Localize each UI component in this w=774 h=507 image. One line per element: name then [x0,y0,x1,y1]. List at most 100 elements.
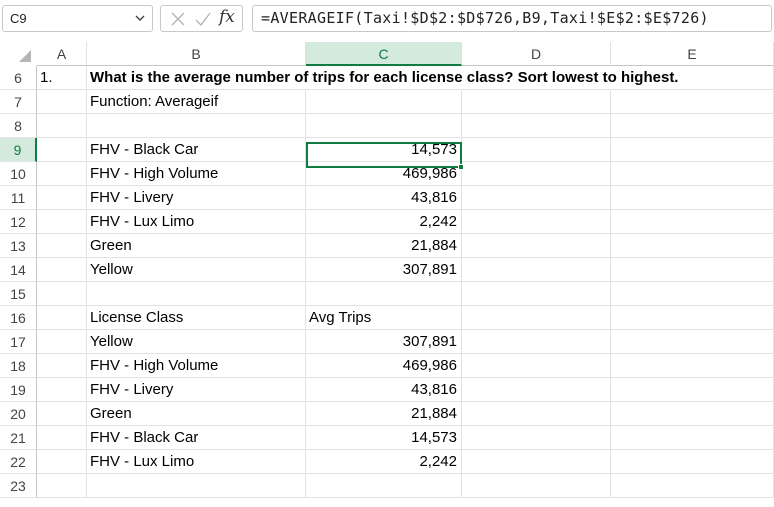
cell-b8[interactable] [87,114,306,138]
cell-e16[interactable] [611,306,774,330]
cell-c11[interactable]: 43,816 [306,186,462,210]
cell-c22[interactable]: 2,242 [306,450,462,474]
cell-a7[interactable] [37,90,87,114]
cell-a20[interactable] [37,402,87,426]
cell-a22[interactable] [37,450,87,474]
cell-b18[interactable]: FHV - High Volume [87,354,306,378]
cell-e22[interactable] [611,450,774,474]
cell-d15[interactable] [462,282,611,306]
chevron-down-icon[interactable] [133,11,147,25]
cell-e6[interactable] [611,66,774,90]
cell-b21[interactable]: FHV - Black Car [87,426,306,450]
cell-b11[interactable]: FHV - Livery [87,186,306,210]
cell-e15[interactable] [611,282,774,306]
cell-c18[interactable]: 469,986 [306,354,462,378]
cell-a11[interactable] [37,186,87,210]
cell-d10[interactable] [462,162,611,186]
cell-c6[interactable] [306,66,462,90]
cell-d11[interactable] [462,186,611,210]
cell-e18[interactable] [611,354,774,378]
row-header-10[interactable]: 10 [0,162,37,186]
cell-c8[interactable] [306,114,462,138]
cell-b10[interactable]: FHV - High Volume [87,162,306,186]
cell-d16[interactable] [462,306,611,330]
cell-e21[interactable] [611,426,774,450]
cell-c19[interactable]: 43,816 [306,378,462,402]
row-header-15[interactable]: 15 [0,282,37,306]
cell-d13[interactable] [462,234,611,258]
row-header-16[interactable]: 16 [0,306,37,330]
cell-c15[interactable] [306,282,462,306]
cell-a15[interactable] [37,282,87,306]
cell-b23[interactable] [87,474,306,498]
select-all-button[interactable] [0,42,37,66]
cell-e7[interactable] [611,90,774,114]
fill-handle[interactable] [458,164,464,170]
cell-e8[interactable] [611,114,774,138]
cancel-x-icon[interactable] [168,9,188,29]
cell-d20[interactable] [462,402,611,426]
cell-c12[interactable]: 2,242 [306,210,462,234]
cell-b20[interactable]: Green [87,402,306,426]
cell-d22[interactable] [462,450,611,474]
cell-b13[interactable]: Green [87,234,306,258]
row-header-12[interactable]: 12 [0,210,37,234]
cell-c23[interactable] [306,474,462,498]
cell-a18[interactable] [37,354,87,378]
cell-b6[interactable]: What is the average number of trips for … [87,66,678,90]
row-header-14[interactable]: 14 [0,258,37,282]
name-box[interactable]: C9 [2,5,153,32]
cell-c20[interactable]: 21,884 [306,402,462,426]
row-header-6[interactable]: 6 [0,66,37,90]
cell-e9[interactable] [611,138,774,162]
column-header-e[interactable]: E [611,42,774,66]
insert-function-icon[interactable]: fx [219,7,235,27]
cell-d17[interactable] [462,330,611,354]
cell-b15[interactable] [87,282,306,306]
cell-b16[interactable]: License Class [87,306,306,330]
cell-d14[interactable] [462,258,611,282]
cell-c21[interactable]: 14,573 [306,426,462,450]
cell-c10[interactable]: 469,986 [306,162,462,186]
cell-b19[interactable]: FHV - Livery [87,378,306,402]
row-header-22[interactable]: 22 [0,450,37,474]
cell-a21[interactable] [37,426,87,450]
cell-d12[interactable] [462,210,611,234]
cell-d9[interactable] [462,138,611,162]
cell-a10[interactable] [37,162,87,186]
column-header-b[interactable]: B [87,42,306,66]
row-header-13[interactable]: 13 [0,234,37,258]
formula-input[interactable]: =AVERAGEIF(Taxi!$D$2:$D$726,B9,Taxi!$E$2… [252,5,772,32]
cell-e12[interactable] [611,210,774,234]
cell-a6[interactable]: 1. [37,66,87,90]
cell-b9[interactable]: FHV - Black Car [87,138,306,162]
row-header-21[interactable]: 21 [0,426,37,450]
cell-d19[interactable] [462,378,611,402]
cell-a19[interactable] [37,378,87,402]
row-header-11[interactable]: 11 [0,186,37,210]
column-header-a[interactable]: A [37,42,87,66]
row-header-8[interactable]: 8 [0,114,37,138]
cell-a8[interactable] [37,114,87,138]
cell-c9[interactable]: 14,573 [306,138,462,162]
row-header-18[interactable]: 18 [0,354,37,378]
cell-e13[interactable] [611,234,774,258]
cell-a12[interactable] [37,210,87,234]
column-header-c[interactable]: C [306,42,462,66]
cell-d6[interactable] [462,66,611,90]
row-header-23[interactable]: 23 [0,474,37,498]
cell-b7[interactable]: Function: Averageif [87,90,306,114]
cell-a17[interactable] [37,330,87,354]
cell-a16[interactable] [37,306,87,330]
cell-e11[interactable] [611,186,774,210]
check-icon[interactable] [193,9,213,29]
cell-c17[interactable]: 307,891 [306,330,462,354]
row-header-17[interactable]: 17 [0,330,37,354]
cell-a13[interactable] [37,234,87,258]
cell-e19[interactable] [611,378,774,402]
cell-d8[interactable] [462,114,611,138]
cell-d23[interactable] [462,474,611,498]
cell-e14[interactable] [611,258,774,282]
cell-a14[interactable] [37,258,87,282]
row-header-19[interactable]: 19 [0,378,37,402]
